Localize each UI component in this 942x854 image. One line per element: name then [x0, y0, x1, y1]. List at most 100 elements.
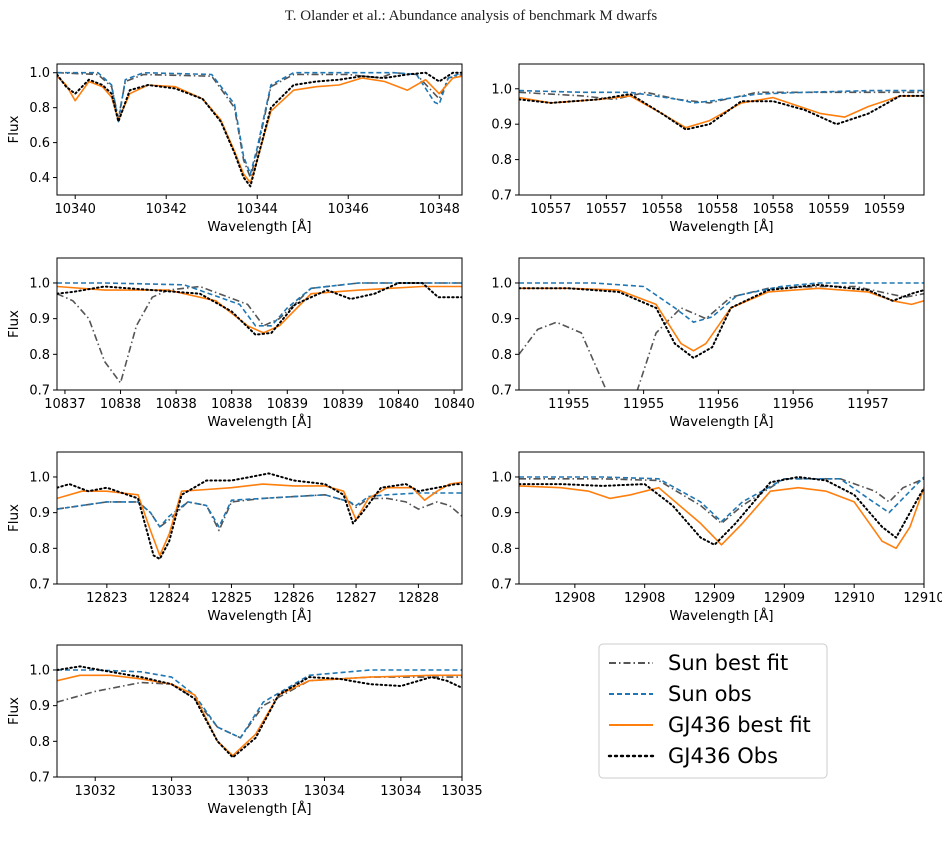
subplot-6: 12908 12908 12909 12909 12910 12910 0.7 0.8 0.9 1…	[491, 451, 942, 624]
x-tick-label: 10840	[433, 397, 474, 412]
x-axis-label: Wavelength [Å]	[669, 218, 773, 235]
y-axis-label: Flux	[6, 310, 22, 338]
series-line-sun-best-fit	[57, 493, 462, 532]
x-tick-label: 11955	[623, 397, 664, 412]
x-tick-label: 10839	[267, 397, 308, 412]
series-line-sun-best-fit	[519, 91, 924, 104]
x-tick-label: 10348	[419, 202, 460, 217]
x-tick-label: 12908	[624, 591, 665, 606]
y-tick-label: 0.4	[29, 171, 50, 186]
plot-area	[519, 476, 924, 550]
x-tick-label: 10557	[586, 202, 627, 217]
axes-frame	[56, 644, 463, 778]
x-tick-label: 13034	[304, 784, 345, 799]
y-tick-label: 0.8	[29, 348, 50, 363]
x-axis-label: Wavelength [Å]	[669, 413, 773, 430]
x-tick-label: 11955	[548, 397, 589, 412]
series-line-gj436-best-fit	[519, 287, 924, 352]
x-tick-label: 12826	[273, 591, 314, 606]
x-tick-label: 10838	[155, 397, 196, 412]
series-line-sun-obs	[519, 282, 924, 324]
y-tick-label: 0.7	[29, 384, 50, 399]
axes-frame	[518, 63, 925, 196]
x-tick-label: 10340	[55, 202, 96, 217]
x-axis-label: Wavelength [Å]	[207, 800, 311, 817]
x-tick-label: 12910	[903, 591, 942, 606]
legend: Sun best fit Sun obs GJ436 best fit GJ436 O…	[598, 643, 828, 779]
x-tick-label: 10558	[697, 202, 738, 217]
x-tick-label: 10344	[237, 202, 278, 217]
y-tick-label: 1.0	[29, 663, 50, 678]
y-tick-label: 0.6	[29, 136, 50, 151]
series-line-sun-obs	[57, 669, 462, 739]
x-tick-label: 12827	[335, 591, 376, 606]
subplot-2: 10557 10557 10558 10558 10558 10559 10559 0.7 0.…	[491, 63, 925, 235]
x-tick-label: 12825	[211, 591, 252, 606]
y-tick-label: 1.0	[29, 66, 50, 81]
y-tick-label: 1.0	[491, 82, 512, 97]
y-tick-label: 0.9	[29, 699, 50, 714]
series-line-gj436-obs	[57, 665, 462, 759]
x-tick-label: 10346	[328, 202, 369, 217]
plot-area	[519, 89, 924, 131]
y-tick-label: 1.0	[491, 470, 512, 485]
series-line-gj436-best-fit	[57, 481, 462, 557]
y-axis-label: Flux	[6, 504, 22, 532]
series-line-gj436-obs	[57, 472, 462, 560]
x-tick-label: 10558	[641, 202, 682, 217]
axes-frame	[56, 63, 463, 196]
y-tick-label: 1.0	[491, 276, 512, 291]
x-tick-label: 10559	[864, 202, 905, 217]
axes-frame	[518, 451, 925, 585]
x-tick-label: 10840	[378, 397, 419, 412]
x-axis-label: Wavelength [Å]	[207, 218, 311, 235]
y-tick-label: 0.9	[491, 312, 512, 327]
plot-area	[57, 282, 462, 384]
y-tick-label: 0.7	[29, 771, 50, 786]
y-tick-label: 0.7	[491, 384, 512, 399]
y-tick-label: 0.8	[491, 348, 512, 363]
x-tick-label: 10839	[322, 397, 363, 412]
x-tick-label: 10557	[530, 202, 571, 217]
plot-area	[57, 472, 462, 560]
y-tick-label: 0.9	[491, 118, 512, 133]
legend-label: GJ436 Obs	[668, 744, 778, 768]
x-tick-label: 10837	[44, 397, 85, 412]
legend-box	[598, 643, 828, 779]
series-line-gj436-obs	[57, 71, 462, 188]
x-tick-label: 11956	[698, 397, 739, 412]
axes-frame	[56, 257, 463, 391]
y-tick-label: 0.8	[491, 153, 512, 168]
x-axis-label: Wavelength [Å]	[669, 607, 773, 624]
x-tick-label: 10838	[211, 397, 252, 412]
plot-area	[57, 71, 462, 188]
x-tick-label: 12828	[398, 591, 439, 606]
legend-label: GJ436 best fit	[668, 713, 811, 737]
series-line-sun-best-fit	[519, 285, 924, 390]
subplot-1: 10340 10342 10344 10346 10348 0.4 0.6 0.8 1.0 Wav…	[6, 63, 463, 235]
y-tick-label: 1.0	[29, 470, 50, 485]
axes-frame	[518, 257, 925, 391]
x-tick-label: 12824	[148, 591, 189, 606]
page-header: T. Olander et al.: Abundance analysis of…	[284, 8, 658, 24]
series-line-gj436-obs	[519, 476, 924, 546]
y-tick-label: 0.7	[491, 578, 512, 593]
y-tick-label: 0.9	[29, 312, 50, 327]
x-tick-label: 13032	[75, 784, 116, 799]
x-axis-label: Wavelength [Å]	[207, 413, 311, 430]
axes-frame	[56, 451, 463, 585]
y-tick-label: 0.7	[491, 189, 512, 204]
y-tick-label: 1.0	[29, 276, 50, 291]
y-tick-label: 0.8	[491, 542, 512, 557]
x-tick-label: 12910	[833, 591, 874, 606]
series-line-sun-obs	[57, 282, 462, 327]
y-tick-label: 0.8	[29, 101, 50, 116]
y-tick-label: 0.9	[491, 506, 512, 521]
series-line-sun-best-fit	[57, 282, 462, 384]
y-axis-label: Flux	[6, 115, 22, 143]
subplot-3: 10837 10838 10838 10838 10839 10839 10840 10840…	[6, 257, 475, 430]
series-line-sun-obs	[57, 71, 462, 175]
x-tick-label: 11956	[772, 397, 813, 412]
x-axis-label: Wavelength [Å]	[207, 607, 311, 624]
